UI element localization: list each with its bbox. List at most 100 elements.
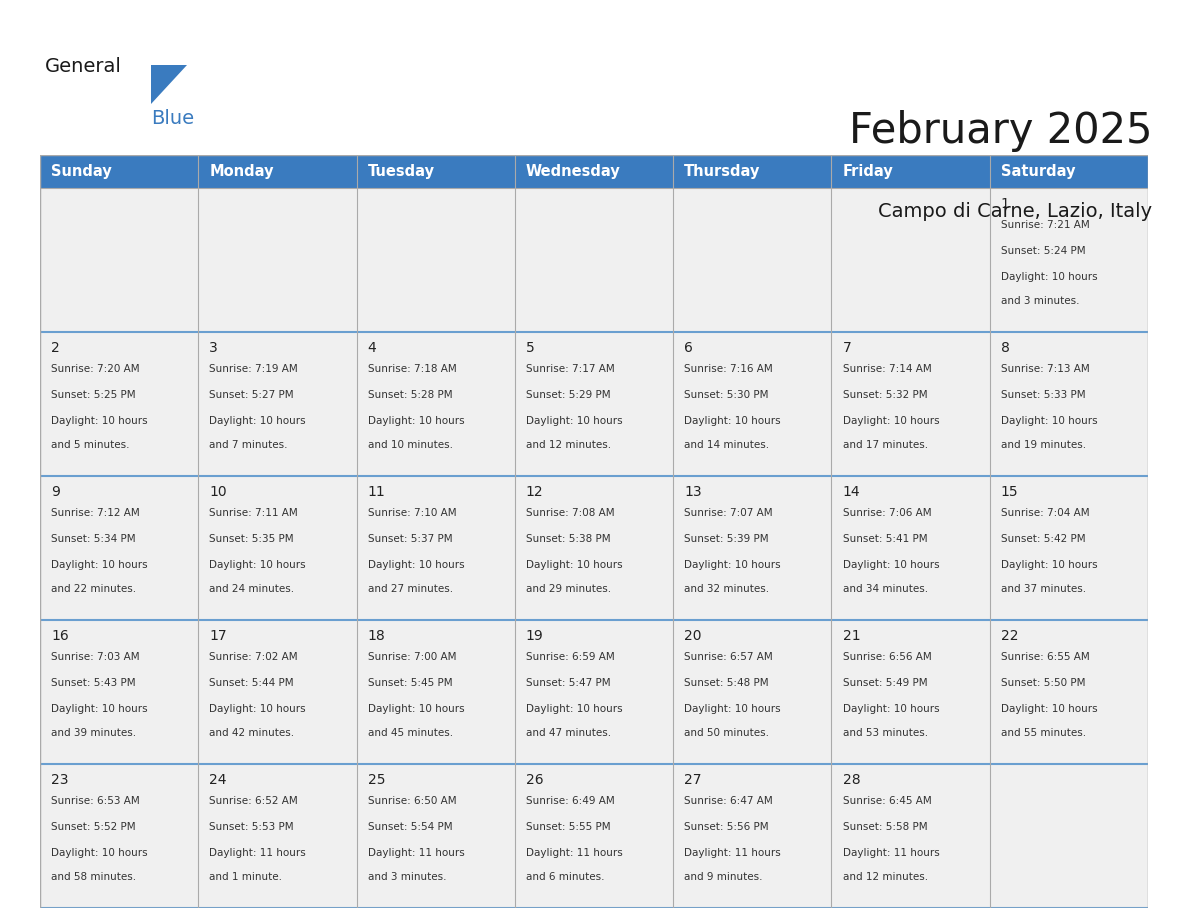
Text: February 2025: February 2025 [849, 110, 1152, 152]
Text: Daylight: 11 hours: Daylight: 11 hours [684, 847, 781, 857]
Text: and 29 minutes.: and 29 minutes. [526, 584, 611, 594]
Text: 2: 2 [51, 341, 59, 354]
Text: Sunrise: 6:53 AM: Sunrise: 6:53 AM [51, 796, 140, 806]
Text: and 1 minute.: and 1 minute. [209, 872, 283, 882]
Text: 3: 3 [209, 341, 219, 354]
Text: and 27 minutes.: and 27 minutes. [367, 584, 453, 594]
Text: Daylight: 10 hours: Daylight: 10 hours [367, 703, 465, 713]
Text: Sunrise: 7:08 AM: Sunrise: 7:08 AM [526, 508, 614, 518]
Bar [990, 332, 1148, 476]
Text: and 34 minutes.: and 34 minutes. [842, 584, 928, 594]
Text: Sunset: 5:49 PM: Sunset: 5:49 PM [842, 677, 927, 688]
Text: Thursday: Thursday [684, 164, 760, 179]
Text: Sunset: 5:58 PM: Sunset: 5:58 PM [842, 822, 927, 832]
Text: and 32 minutes.: and 32 minutes. [684, 584, 770, 594]
Text: Daylight: 10 hours: Daylight: 10 hours [1000, 272, 1098, 282]
Text: Sunset: 5:30 PM: Sunset: 5:30 PM [684, 389, 769, 399]
Text: and 19 minutes.: and 19 minutes. [1000, 440, 1086, 450]
Text: 12: 12 [526, 485, 544, 498]
Text: 22: 22 [1000, 629, 1018, 643]
Text: and 7 minutes.: and 7 minutes. [209, 440, 287, 450]
Text: 9: 9 [51, 485, 59, 498]
Text: 17: 17 [209, 629, 227, 643]
Text: Sunrise: 6:55 AM: Sunrise: 6:55 AM [1000, 652, 1089, 662]
Text: 11: 11 [367, 485, 385, 498]
Text: and 55 minutes.: and 55 minutes. [1000, 728, 1086, 738]
Text: Daylight: 10 hours: Daylight: 10 hours [526, 559, 623, 569]
Text: Sunrise: 7:19 AM: Sunrise: 7:19 AM [209, 364, 298, 374]
Text: 25: 25 [367, 773, 385, 787]
Text: 20: 20 [684, 629, 702, 643]
Text: Daylight: 10 hours: Daylight: 10 hours [1000, 703, 1098, 713]
Bar [40, 764, 198, 908]
Text: Sunset: 5:54 PM: Sunset: 5:54 PM [367, 822, 453, 832]
Bar [514, 764, 674, 908]
Text: and 14 minutes.: and 14 minutes. [684, 440, 770, 450]
Text: Sunrise: 6:56 AM: Sunrise: 6:56 AM [842, 652, 931, 662]
Bar [674, 764, 832, 908]
Bar [832, 332, 990, 476]
Polygon shape [152, 64, 188, 105]
Bar [674, 620, 832, 764]
Text: Sunset: 5:47 PM: Sunset: 5:47 PM [526, 677, 611, 688]
Text: Sunset: 5:37 PM: Sunset: 5:37 PM [367, 533, 453, 543]
Text: Sunset: 5:32 PM: Sunset: 5:32 PM [842, 389, 927, 399]
Text: Daylight: 10 hours: Daylight: 10 hours [842, 703, 940, 713]
Bar [832, 155, 990, 188]
Text: Sunrise: 6:50 AM: Sunrise: 6:50 AM [367, 796, 456, 806]
Text: Sunrise: 7:12 AM: Sunrise: 7:12 AM [51, 508, 140, 518]
Bar [832, 764, 990, 908]
Text: and 10 minutes.: and 10 minutes. [367, 440, 453, 450]
Bar [514, 332, 674, 476]
Text: Sunset: 5:55 PM: Sunset: 5:55 PM [526, 822, 611, 832]
Text: Sunrise: 7:00 AM: Sunrise: 7:00 AM [367, 652, 456, 662]
Text: Daylight: 10 hours: Daylight: 10 hours [51, 703, 147, 713]
Text: and 3 minutes.: and 3 minutes. [1000, 296, 1079, 306]
Bar [514, 476, 674, 620]
Text: Daylight: 10 hours: Daylight: 10 hours [842, 559, 940, 569]
Bar [514, 188, 674, 332]
Text: Sunset: 5:39 PM: Sunset: 5:39 PM [684, 533, 769, 543]
Text: 19: 19 [526, 629, 544, 643]
Text: Daylight: 10 hours: Daylight: 10 hours [684, 559, 781, 569]
Text: and 5 minutes.: and 5 minutes. [51, 440, 129, 450]
Text: Sunrise: 7:07 AM: Sunrise: 7:07 AM [684, 508, 773, 518]
Bar [198, 476, 356, 620]
Bar [990, 188, 1148, 332]
Text: and 22 minutes.: and 22 minutes. [51, 584, 137, 594]
Text: and 12 minutes.: and 12 minutes. [842, 872, 928, 882]
Text: Sunrise: 7:18 AM: Sunrise: 7:18 AM [367, 364, 456, 374]
Text: Sunset: 5:35 PM: Sunset: 5:35 PM [209, 533, 293, 543]
Text: Monday: Monday [209, 164, 274, 179]
Text: Sunrise: 6:45 AM: Sunrise: 6:45 AM [842, 796, 931, 806]
Text: Sunset: 5:27 PM: Sunset: 5:27 PM [209, 389, 293, 399]
Text: Sunset: 5:53 PM: Sunset: 5:53 PM [209, 822, 293, 832]
Text: Sunset: 5:33 PM: Sunset: 5:33 PM [1000, 389, 1086, 399]
Text: Sunrise: 6:59 AM: Sunrise: 6:59 AM [526, 652, 614, 662]
Text: Sunrise: 7:02 AM: Sunrise: 7:02 AM [209, 652, 298, 662]
Text: 24: 24 [209, 773, 227, 787]
Bar [990, 620, 1148, 764]
Text: Sunrise: 7:14 AM: Sunrise: 7:14 AM [842, 364, 931, 374]
Bar [356, 155, 514, 188]
Bar [356, 332, 514, 476]
Text: Sunrise: 7:21 AM: Sunrise: 7:21 AM [1000, 219, 1089, 230]
Text: Daylight: 10 hours: Daylight: 10 hours [51, 416, 147, 426]
Text: Daylight: 10 hours: Daylight: 10 hours [526, 416, 623, 426]
Text: Daylight: 10 hours: Daylight: 10 hours [1000, 416, 1098, 426]
Text: Sunset: 5:28 PM: Sunset: 5:28 PM [367, 389, 453, 399]
Bar [832, 188, 990, 332]
Text: and 50 minutes.: and 50 minutes. [684, 728, 769, 738]
Text: and 39 minutes.: and 39 minutes. [51, 728, 137, 738]
Bar [198, 188, 356, 332]
Text: and 17 minutes.: and 17 minutes. [842, 440, 928, 450]
Text: 8: 8 [1000, 341, 1010, 354]
Bar [990, 476, 1148, 620]
Text: Daylight: 10 hours: Daylight: 10 hours [367, 559, 465, 569]
Bar [674, 155, 832, 188]
Text: Sunset: 5:29 PM: Sunset: 5:29 PM [526, 389, 611, 399]
Text: Sunrise: 7:06 AM: Sunrise: 7:06 AM [842, 508, 931, 518]
Text: 26: 26 [526, 773, 544, 787]
Bar [40, 620, 198, 764]
Text: and 45 minutes.: and 45 minutes. [367, 728, 453, 738]
